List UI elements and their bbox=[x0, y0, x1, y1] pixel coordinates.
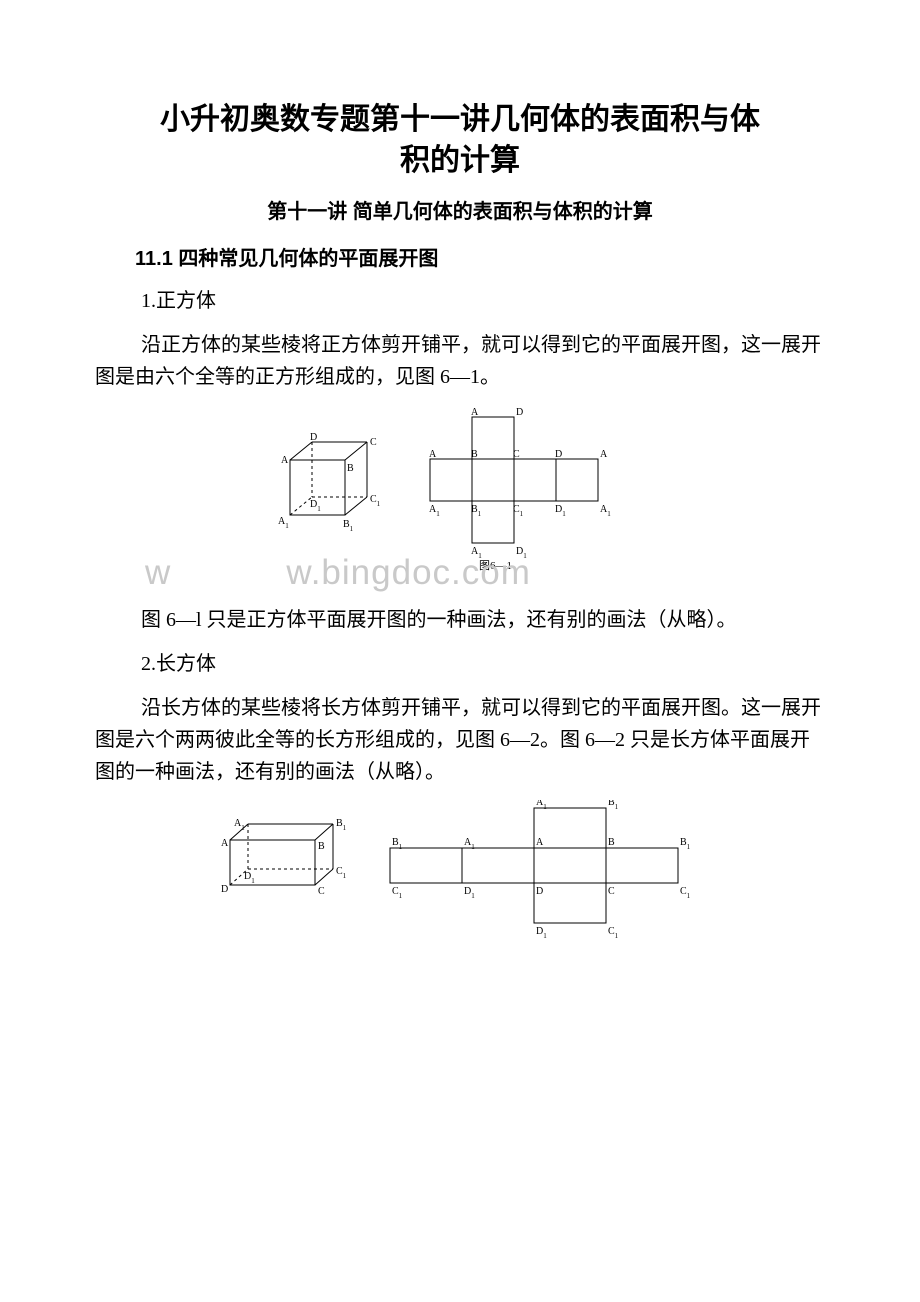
paragraph-3: 图 6—l 只是正方体平面展开图的一种画法，还有别的画法（从略）。 bbox=[95, 604, 825, 636]
svg-text:A: A bbox=[221, 838, 229, 849]
paragraph-1: 1.正方体 bbox=[95, 285, 825, 317]
svg-text:B: B bbox=[347, 463, 354, 474]
svg-text:D: D bbox=[221, 884, 228, 895]
svg-text:A1: A1 bbox=[234, 818, 245, 832]
figure-6-2-svg: A1 B1 A B D1 C1 D C A1 B1 B1 A1 A B B1 C1 D1 D C C1 D1 C1 bbox=[200, 800, 720, 975]
svg-text:B1: B1 bbox=[471, 504, 482, 518]
svg-text:C: C bbox=[318, 886, 325, 897]
svg-text:C: C bbox=[370, 437, 377, 448]
svg-text:A: A bbox=[471, 407, 479, 418]
svg-text:D1: D1 bbox=[244, 871, 255, 885]
svg-text:C1: C1 bbox=[513, 504, 524, 518]
svg-text:C1: C1 bbox=[370, 494, 381, 508]
subtitle: 第十一讲 简单几何体的表面积与体积的计算 bbox=[95, 195, 825, 224]
svg-text:B: B bbox=[608, 837, 615, 848]
svg-text:A1: A1 bbox=[278, 516, 289, 530]
svg-text:B: B bbox=[471, 449, 478, 460]
svg-text:D1: D1 bbox=[464, 886, 475, 900]
svg-text:C1: C1 bbox=[680, 886, 691, 900]
svg-text:B1: B1 bbox=[608, 800, 619, 811]
svg-text:C: C bbox=[513, 449, 520, 460]
svg-text:A: A bbox=[429, 449, 437, 460]
title-line-2: 积的计算 bbox=[400, 144, 520, 177]
svg-text:C1: C1 bbox=[608, 926, 619, 940]
paragraph-5: 沿长方体的某些棱将长方体剪开铺平，就可以得到它的平面展开图。这一展开图是六个两两… bbox=[95, 692, 825, 788]
paragraph-4: 2.长方体 bbox=[95, 648, 825, 680]
svg-text:B1: B1 bbox=[336, 818, 347, 832]
svg-text:D: D bbox=[310, 432, 317, 443]
svg-text:A1: A1 bbox=[600, 504, 611, 518]
svg-text:A: A bbox=[600, 449, 608, 460]
section-heading: 11.1 四种常见几何体的平面展开图 bbox=[95, 242, 825, 271]
svg-text:C1: C1 bbox=[392, 886, 403, 900]
svg-text:D: D bbox=[536, 886, 543, 897]
svg-text:D1: D1 bbox=[310, 499, 321, 513]
document-page: 小升初奥数专题第十一讲几何体的表面积与体 积的计算 第十一讲 简单几何体的表面积… bbox=[0, 0, 920, 1044]
svg-text:A1: A1 bbox=[471, 546, 482, 560]
svg-text:A1: A1 bbox=[429, 504, 440, 518]
svg-text:B1: B1 bbox=[680, 837, 691, 851]
svg-text:B1: B1 bbox=[392, 837, 403, 851]
svg-text:C1: C1 bbox=[336, 866, 347, 880]
svg-text:A: A bbox=[281, 455, 289, 466]
title-line-1: 小升初奥数专题第十一讲几何体的表面积与体 bbox=[160, 103, 760, 136]
svg-text:A1: A1 bbox=[464, 837, 475, 851]
figure-6-1-svg: A B C D A1 B1 C1 D1 A D A B C D A A1 B1 C1 D1 A1 A1 D1 图6—1 bbox=[260, 405, 660, 595]
svg-text:D1: D1 bbox=[516, 546, 527, 560]
svg-text:A1: A1 bbox=[536, 800, 547, 811]
svg-text:B1: B1 bbox=[343, 519, 354, 533]
svg-text:D1: D1 bbox=[555, 504, 566, 518]
svg-text:D: D bbox=[555, 449, 562, 460]
svg-text:图6—1: 图6—1 bbox=[479, 559, 512, 572]
paragraph-2: 沿正方体的某些棱将正方体剪开铺平，就可以得到它的平面展开图，这一展开图是由六个全… bbox=[95, 329, 825, 393]
svg-text:C: C bbox=[608, 886, 615, 897]
svg-text:A: A bbox=[536, 837, 544, 848]
svg-text:B: B bbox=[318, 841, 325, 852]
figure-6-1: ABCDA1B1C1D1ADABCDAA1B1C1D1A1A1D1图6—1 w … bbox=[95, 405, 825, 600]
svg-text:D1: D1 bbox=[536, 926, 547, 940]
svg-text:D: D bbox=[516, 407, 523, 418]
figure-6-2: A1 B1 A B D1 C1 D C A1 B1 B1 A1 A B B1 C1 D1 D C C1 D1 C1 bbox=[95, 800, 825, 980]
page-title: 小升初奥数专题第十一讲几何体的表面积与体 积的计算 bbox=[95, 100, 825, 181]
